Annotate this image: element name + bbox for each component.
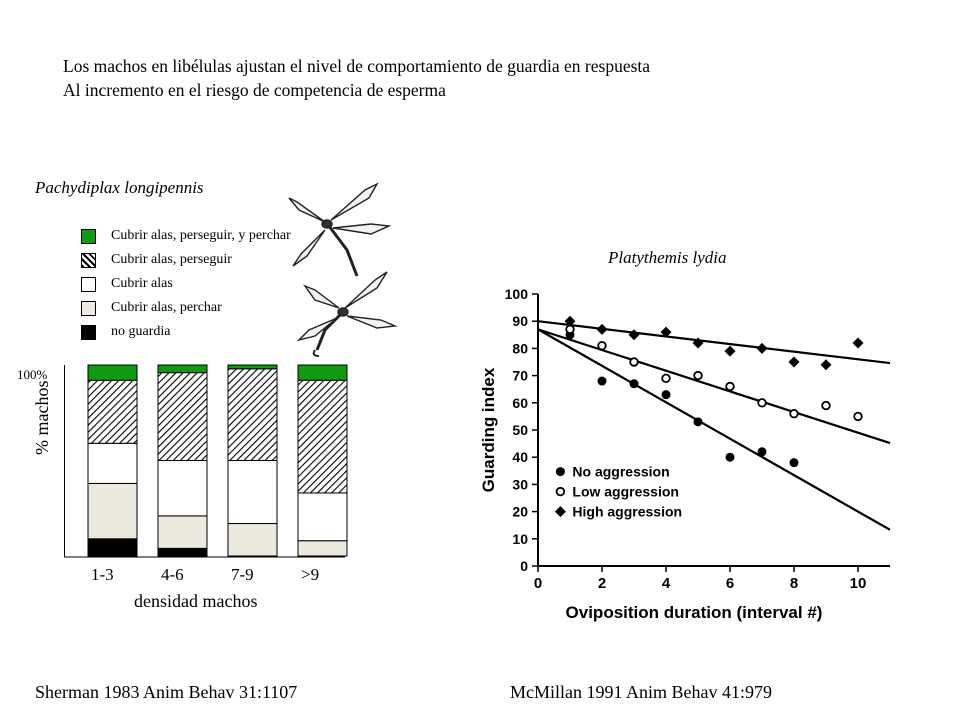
point-0-2 bbox=[629, 379, 639, 389]
point-2-0 bbox=[564, 315, 576, 327]
point-1-2 bbox=[629, 357, 639, 367]
scatter-xtick-0: 0 bbox=[534, 575, 542, 592]
point-0-5 bbox=[725, 452, 735, 462]
scatter-ytick-10: 100 bbox=[505, 286, 529, 302]
point-1-1 bbox=[597, 340, 607, 351]
bar-segment-0-2 bbox=[87, 442, 138, 484]
scatter-chart: 0 10 20 30 40 50 60 70 80 90 100 0 2 4 6 8 10 Oviposition… bbox=[479, 286, 891, 622]
point-2-7 bbox=[788, 356, 800, 368]
dragonfly-illustration bbox=[288, 182, 398, 357]
scatter-xtick-5: 10 bbox=[850, 575, 867, 592]
point-2-2 bbox=[628, 329, 640, 341]
left-citation: Sherman 1983 Anim Behav 31:1107 bbox=[35, 682, 298, 702]
scatter-ytick-4: 40 bbox=[512, 449, 528, 465]
scatter-legend-label-2: High aggression bbox=[572, 504, 682, 520]
scatter-ytick-5: 50 bbox=[512, 422, 528, 438]
bar-segment-3-4 bbox=[297, 364, 348, 381]
bar-segment-2-4 bbox=[227, 364, 278, 370]
bar-segment-0-1 bbox=[87, 482, 138, 540]
bar-segment-1-4 bbox=[157, 364, 208, 374]
bar-segment-3-3 bbox=[297, 379, 348, 494]
legend-label-0: Cubrir alas, perseguir, y perchar bbox=[111, 228, 291, 243]
point-1-8 bbox=[821, 400, 831, 411]
scatter-legend-marker-2 bbox=[554, 506, 566, 518]
left-species-title: Pachydiplax longipennis bbox=[35, 178, 204, 197]
legend-label-3: Cubrir alas, perchar bbox=[111, 300, 222, 315]
point-0-3 bbox=[661, 390, 671, 400]
bar-xtick-0: 1-3 bbox=[91, 565, 114, 584]
bar-segment-2-3 bbox=[227, 368, 278, 461]
legend-swatch-0 bbox=[81, 229, 96, 244]
scatter-ytick-7: 70 bbox=[512, 368, 528, 384]
bar-segment-2-2 bbox=[227, 460, 278, 525]
scatter-y-axis-label: Guarding index bbox=[479, 367, 498, 492]
scatter-ytick-8: 80 bbox=[512, 340, 528, 356]
point-2-6 bbox=[756, 342, 768, 354]
scatter-legend-label-0: No aggression bbox=[572, 464, 669, 480]
point-2-8 bbox=[820, 359, 832, 371]
point-0-4 bbox=[693, 417, 703, 427]
right-citation: McMillan 1991 Anim Behav 41:979 bbox=[510, 682, 772, 702]
point-0-6 bbox=[757, 447, 767, 457]
bar-xtick-2: 7-9 bbox=[231, 565, 254, 584]
scatter-xtick-3: 6 bbox=[726, 575, 734, 592]
scatter-xtick-1: 2 bbox=[598, 575, 606, 592]
bar-segment-0-0 bbox=[87, 538, 138, 557]
scatter-ytick-1: 10 bbox=[512, 531, 528, 547]
legend-swatch-2 bbox=[81, 277, 96, 292]
legend-swatch-3 bbox=[81, 301, 96, 316]
point-1-7 bbox=[789, 408, 799, 419]
bar-segment-2-1 bbox=[227, 523, 278, 557]
stacked-bar-chart bbox=[64, 364, 348, 558]
bar-segment-1-1 bbox=[157, 515, 208, 549]
bar-segment-1-3 bbox=[157, 372, 208, 461]
bar-xtick-1: 4-6 bbox=[161, 565, 184, 584]
legend-swatch-4 bbox=[81, 325, 96, 340]
scatter-legend-label-1: Low aggression bbox=[572, 484, 679, 500]
bar-segment-0-3 bbox=[87, 379, 138, 444]
point-2-5 bbox=[724, 345, 736, 357]
bar-segment-1-2 bbox=[157, 460, 208, 517]
bar-segment-1-0 bbox=[157, 547, 208, 557]
point-1-4 bbox=[693, 370, 703, 381]
point-0-1 bbox=[597, 376, 607, 386]
header-line-2: Al incremento en el riesgo de competenci… bbox=[63, 80, 446, 100]
scatter-ytick-0: 0 bbox=[520, 558, 528, 574]
legend-label-4: no guardia bbox=[111, 324, 171, 339]
point-2-1 bbox=[596, 323, 608, 335]
legend-swatch-1 bbox=[81, 253, 96, 268]
header-line-1: Los machos en libélulas ajustan el nivel… bbox=[63, 56, 651, 76]
scatter-xtick-2: 4 bbox=[662, 575, 671, 592]
point-1-0 bbox=[565, 324, 575, 335]
fit-line-1 bbox=[537, 328, 891, 445]
legend-label-1: Cubrir alas, perseguir bbox=[111, 252, 232, 267]
scatter-ytick-2: 20 bbox=[512, 504, 528, 520]
point-2-3 bbox=[660, 326, 672, 338]
scatter-legend-marker-1 bbox=[555, 486, 566, 497]
point-1-5 bbox=[725, 381, 735, 392]
scatter-ytick-9: 90 bbox=[512, 313, 528, 329]
point-1-3 bbox=[661, 373, 671, 384]
bar-segment-3-2 bbox=[297, 492, 348, 542]
point-1-6 bbox=[757, 398, 767, 408]
bar-x-axis-label: densidad machos bbox=[134, 591, 258, 611]
fit-line-0 bbox=[537, 328, 891, 531]
bar-xtick-3: >9 bbox=[301, 565, 320, 584]
right-species-title: Platythemis lydia bbox=[608, 248, 727, 267]
point-2-4 bbox=[692, 337, 704, 349]
scatter-xtick-4: 8 bbox=[790, 575, 798, 592]
scatter-ytick-6: 60 bbox=[512, 395, 528, 411]
scatter-ytick-3: 30 bbox=[512, 476, 528, 492]
point-1-9 bbox=[853, 411, 863, 422]
bar-ytick-100: 100% bbox=[17, 367, 48, 382]
bar-segment-0-4 bbox=[87, 364, 138, 381]
point-2-9 bbox=[852, 337, 864, 349]
bar-y-axis-label: % machos bbox=[32, 380, 52, 455]
scatter-x-axis-label: Oviposition duration (interval #) bbox=[566, 603, 823, 622]
scatter-legend-marker-0 bbox=[555, 467, 565, 477]
legend-label-2: Cubrir alas bbox=[111, 276, 173, 291]
point-0-7 bbox=[789, 458, 799, 468]
bar-segment-3-1 bbox=[297, 540, 348, 557]
fit-line-2 bbox=[537, 320, 891, 365]
